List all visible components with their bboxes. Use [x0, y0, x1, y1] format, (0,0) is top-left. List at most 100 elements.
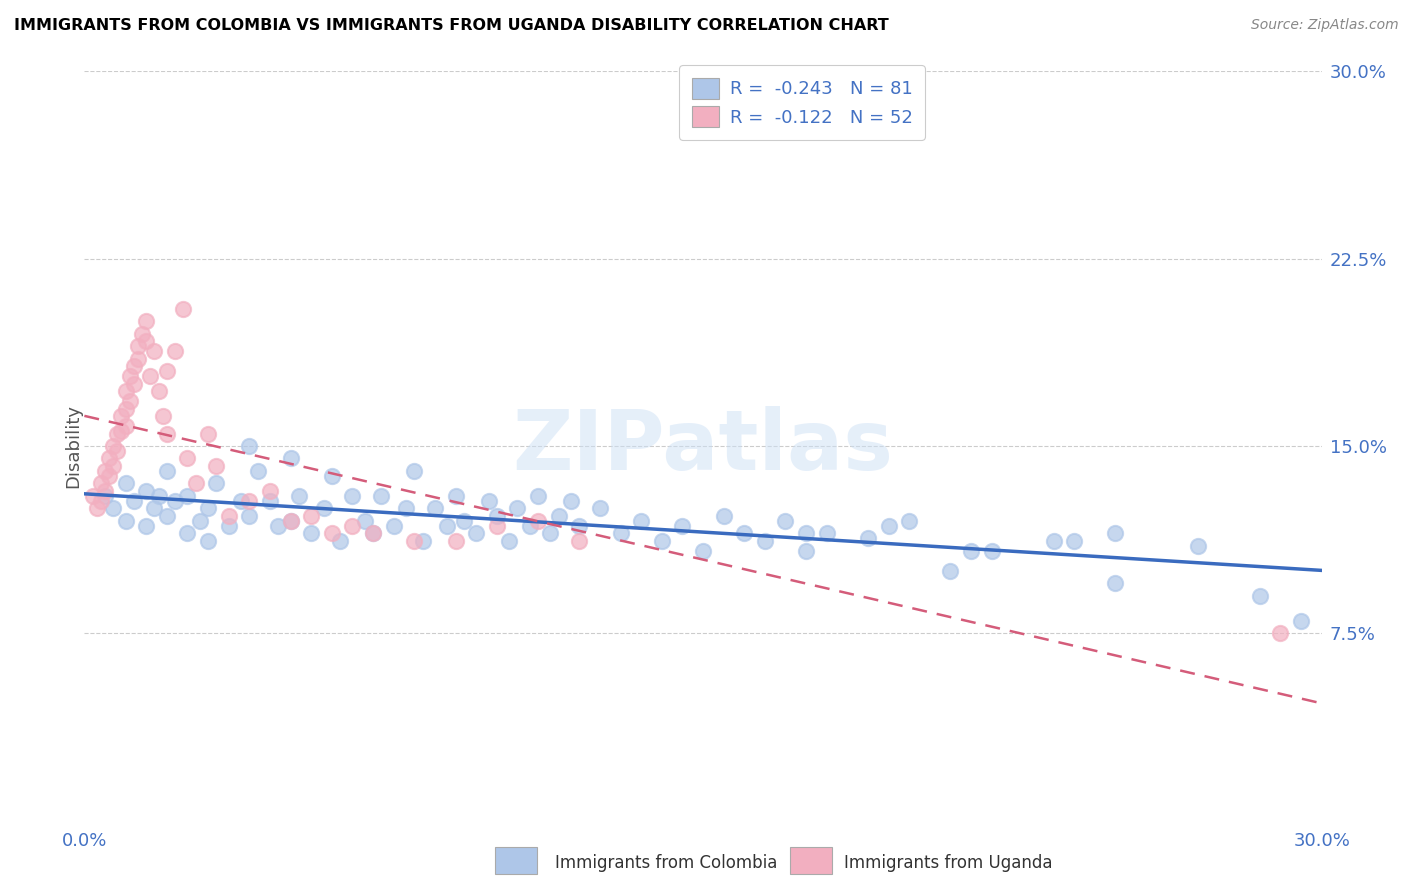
Point [609, 526, 631, 541]
Point [135, 483, 157, 498]
Point [259, 494, 281, 508]
Point [105, 426, 128, 441]
Point [280, 514, 302, 528]
Point [135, 314, 157, 328]
Point [148, 489, 170, 503]
Text: Source: ZipAtlas.com: Source: ZipAtlas.com [1251, 18, 1399, 32]
Point [630, 514, 652, 528]
Point [139, 369, 162, 384]
Point [692, 544, 714, 558]
Point [444, 533, 467, 548]
Point [506, 501, 529, 516]
Point [453, 514, 475, 528]
Point [205, 458, 228, 473]
Point [135, 334, 157, 348]
Point [98, 451, 121, 466]
Point [165, 344, 187, 359]
Point [519, 519, 541, 533]
Point [733, 526, 755, 541]
Point [114, 476, 136, 491]
Point [671, 519, 693, 533]
Point [131, 326, 153, 341]
Point [342, 489, 364, 503]
Point [103, 458, 125, 473]
Point [152, 409, 174, 423]
Point [404, 533, 426, 548]
Point [898, 514, 921, 528]
Point [794, 526, 817, 541]
Point [436, 519, 458, 533]
Point [118, 394, 141, 409]
Point [114, 384, 136, 398]
Point [538, 526, 561, 541]
Point [156, 508, 179, 523]
Point [127, 351, 149, 366]
Point [246, 464, 269, 478]
Point [353, 514, 375, 528]
Y-axis label: Disability: Disability [65, 404, 82, 488]
Point [156, 426, 179, 441]
Point [105, 444, 128, 458]
Point [395, 501, 418, 516]
Point [560, 494, 582, 508]
Point [127, 339, 149, 353]
Point [444, 489, 467, 503]
Point [815, 526, 838, 541]
Point [980, 544, 1002, 558]
Point [238, 508, 260, 523]
Point [184, 476, 207, 491]
Point [172, 301, 194, 316]
Point [713, 508, 735, 523]
Point [527, 514, 550, 528]
Text: Immigrants from Uganda: Immigrants from Uganda [844, 855, 1052, 872]
Point [176, 526, 198, 541]
Point [188, 514, 211, 528]
Point [329, 533, 352, 548]
Point [1249, 589, 1271, 603]
Point [794, 544, 817, 558]
Point [197, 426, 219, 441]
Point [122, 359, 145, 373]
Point [86, 501, 108, 516]
Point [94, 489, 117, 503]
Point [1042, 533, 1064, 548]
Point [856, 532, 879, 546]
Point [527, 489, 550, 503]
Point [103, 501, 125, 516]
Point [485, 519, 508, 533]
Point [321, 526, 343, 541]
Point [218, 519, 240, 533]
Text: ZIPatlas: ZIPatlas [513, 406, 893, 486]
Point [754, 533, 776, 548]
Point [370, 489, 392, 503]
Point [98, 469, 121, 483]
Point [143, 501, 166, 516]
Point [82, 489, 104, 503]
Point [103, 439, 125, 453]
Legend: R =  -0.243   N = 81, R =  -0.122   N = 52: R = -0.243 N = 81, R = -0.122 N = 52 [679, 65, 925, 140]
Point [238, 494, 260, 508]
Point [90, 494, 112, 508]
Point [118, 369, 141, 384]
Point [485, 508, 508, 523]
Point [238, 439, 260, 453]
Point [176, 489, 198, 503]
Point [280, 514, 302, 528]
Point [110, 409, 132, 423]
Point [382, 519, 405, 533]
Point [148, 384, 170, 398]
Point [589, 501, 612, 516]
Point [361, 526, 384, 541]
Text: IMMIGRANTS FROM COLOMBIA VS IMMIGRANTS FROM UGANDA DISABILITY CORRELATION CHART: IMMIGRANTS FROM COLOMBIA VS IMMIGRANTS F… [14, 18, 889, 33]
Point [1270, 626, 1292, 640]
Point [939, 564, 962, 578]
Point [205, 476, 228, 491]
Point [568, 519, 591, 533]
Point [312, 501, 335, 516]
Point [498, 533, 520, 548]
Point [259, 483, 281, 498]
Point [165, 494, 187, 508]
Point [1063, 533, 1085, 548]
Point [267, 519, 290, 533]
Point [114, 401, 136, 416]
